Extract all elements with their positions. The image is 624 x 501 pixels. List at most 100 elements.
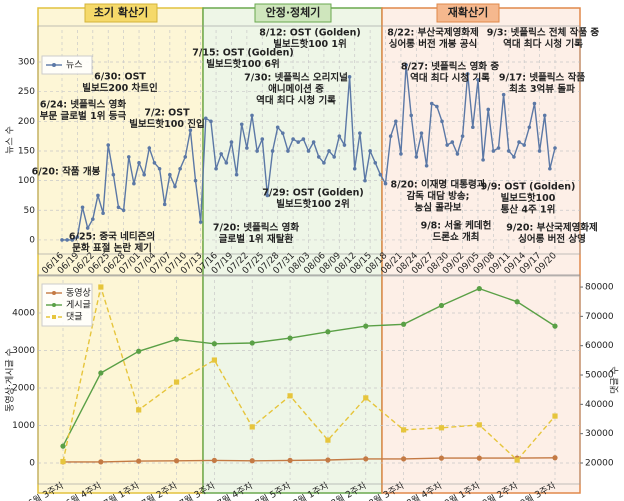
annotation: 역대 최다 시청 기록 xyxy=(410,72,490,84)
marker xyxy=(438,302,445,309)
marker xyxy=(311,140,316,144)
marker xyxy=(60,458,66,465)
y2-tick-label: 30000 xyxy=(585,429,614,439)
marker xyxy=(173,379,180,385)
phase-label: 재확산기 xyxy=(448,5,488,19)
y-tick-label: 1000 xyxy=(12,421,35,431)
marker xyxy=(147,146,152,150)
marker xyxy=(537,149,542,153)
marker xyxy=(476,78,480,82)
marker xyxy=(245,146,249,150)
phase-tab xyxy=(84,3,158,23)
marker xyxy=(249,458,255,464)
marker xyxy=(491,149,496,153)
plot-frame xyxy=(37,275,581,485)
y-tick-label: 250 xyxy=(18,87,35,97)
y-tick-label: 150 xyxy=(18,146,35,156)
annotation: 6/25: 중국 네티즌의 xyxy=(69,231,155,243)
marker xyxy=(157,166,162,171)
legend-label: 게시글 xyxy=(66,300,91,311)
marker xyxy=(121,208,126,213)
marker xyxy=(183,155,188,159)
annotation: 싱어롱 버전 상영 xyxy=(518,233,586,245)
marker xyxy=(219,152,223,156)
marker xyxy=(401,456,407,462)
marker xyxy=(435,104,439,109)
y2-tick-label: 60000 xyxy=(585,341,614,351)
marker xyxy=(224,161,229,165)
legend-label: 뉴스 xyxy=(66,60,83,71)
marker xyxy=(136,348,142,354)
marker xyxy=(552,323,558,329)
y-tick-label: 3000 xyxy=(12,346,35,356)
marker xyxy=(514,299,520,305)
marker xyxy=(98,284,104,290)
marker xyxy=(173,458,180,464)
marker xyxy=(211,457,217,463)
annotation: 드론쇼 개최 xyxy=(432,231,479,243)
marker xyxy=(60,238,64,242)
marker xyxy=(552,413,558,419)
series-line xyxy=(62,284,556,462)
marker xyxy=(552,455,558,461)
marker xyxy=(527,125,532,130)
annotation: 9/20: 부산국제영화제 xyxy=(506,222,598,234)
marker xyxy=(438,455,445,461)
phase-tab xyxy=(436,3,500,23)
marker xyxy=(229,140,234,144)
marker xyxy=(173,184,177,189)
marker xyxy=(270,149,275,153)
marker xyxy=(287,393,293,399)
marker xyxy=(522,143,526,147)
marker xyxy=(358,131,362,135)
marker xyxy=(296,140,301,144)
marker xyxy=(363,456,369,462)
marker xyxy=(455,152,460,156)
phase-early xyxy=(37,7,204,494)
marker xyxy=(401,427,407,433)
annotation: 빌보드핫100 xyxy=(501,192,556,204)
y-tick-label: 50 xyxy=(24,206,36,216)
annotation: 9/3: 넷플릭스 전체 작품 중 xyxy=(487,27,600,39)
marker xyxy=(363,395,369,401)
annotation: 빌보드핫100 진입 xyxy=(129,118,205,130)
phase-label: 안정·정체기 xyxy=(266,5,321,19)
marker xyxy=(514,457,520,463)
annotation: 9/9: OST (Golden) xyxy=(481,182,576,193)
marker xyxy=(260,137,265,141)
legend-marker xyxy=(52,303,56,307)
marker xyxy=(438,425,445,431)
marker xyxy=(486,107,491,112)
marker xyxy=(193,178,198,183)
annotation: 8/22: 부산국제영화제 xyxy=(387,27,479,39)
marker xyxy=(542,113,547,118)
y-axis-label: 뉴스 수 xyxy=(5,126,16,154)
annotation: 7/2: OST xyxy=(144,108,190,119)
y2-tick-label: 80000 xyxy=(585,283,614,293)
annotation: 6/30: OST xyxy=(94,72,146,83)
marker xyxy=(168,172,172,177)
marker xyxy=(352,166,357,171)
annotation: 6/20: 작품 개봉 xyxy=(32,166,101,178)
marker xyxy=(325,457,331,463)
phase-tab xyxy=(254,3,332,23)
annotation: 7/29: OST (Golden) xyxy=(262,188,363,199)
annotation: 역대 최다 시청 기록 xyxy=(503,38,583,50)
marker xyxy=(496,146,501,150)
marker xyxy=(249,424,255,430)
marker xyxy=(322,161,326,165)
marker xyxy=(414,155,419,159)
annotation: 7/20: 넷플릭스 영화 xyxy=(213,222,299,234)
marker xyxy=(101,211,105,216)
marker xyxy=(363,178,367,183)
marker xyxy=(214,166,218,171)
plot-frame xyxy=(37,25,581,255)
marker xyxy=(136,458,142,464)
marker xyxy=(198,220,203,224)
annotation: 8/27: 넷플릭스 영화 중 xyxy=(401,61,499,73)
marker xyxy=(424,163,429,168)
marker xyxy=(98,459,104,465)
legend-box xyxy=(41,55,93,75)
marker xyxy=(332,155,336,159)
y-tick-label: 0 xyxy=(29,235,35,245)
